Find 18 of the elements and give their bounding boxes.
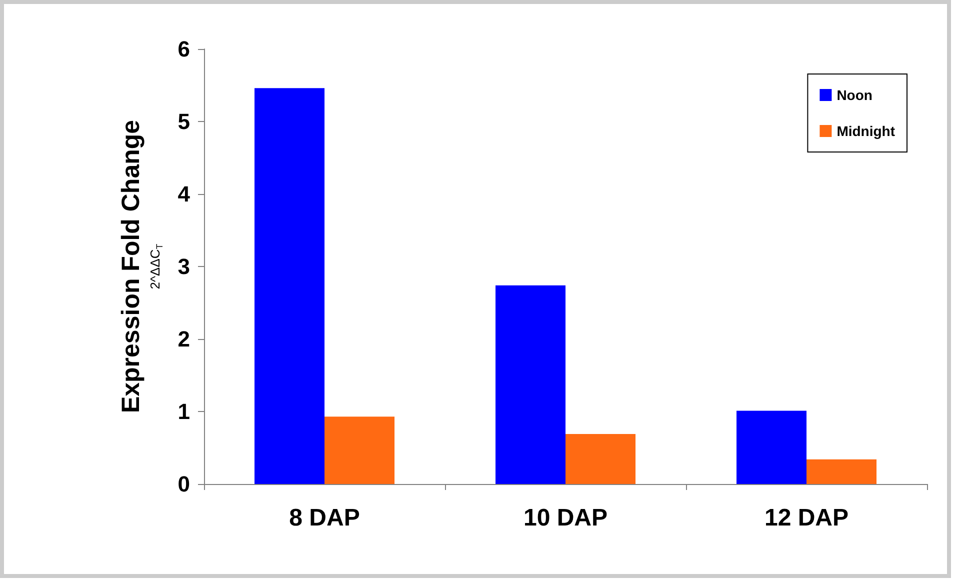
bar bbox=[496, 285, 566, 484]
y-tick-label: 5 bbox=[178, 109, 190, 134]
bar bbox=[324, 416, 394, 484]
bar bbox=[806, 459, 876, 484]
bar bbox=[736, 410, 806, 484]
y-tick-label: 1 bbox=[178, 399, 190, 424]
x-tick-label: 8 DAP bbox=[289, 504, 360, 532]
y-tick-label: 6 bbox=[178, 36, 190, 62]
y-tick-label: 4 bbox=[178, 182, 191, 206]
legend-label: Noon bbox=[836, 87, 872, 103]
legend-label: Midnight bbox=[836, 123, 896, 139]
y-tick-label: 3 bbox=[178, 254, 190, 279]
x-tick-label: 12 DAP bbox=[764, 504, 849, 532]
y-tick-label: 2 bbox=[178, 326, 190, 352]
bar bbox=[254, 88, 324, 484]
x-tick-label: 10 DAP bbox=[523, 504, 608, 532]
y-tick-label: 0 bbox=[178, 472, 190, 496]
bar bbox=[566, 434, 636, 484]
